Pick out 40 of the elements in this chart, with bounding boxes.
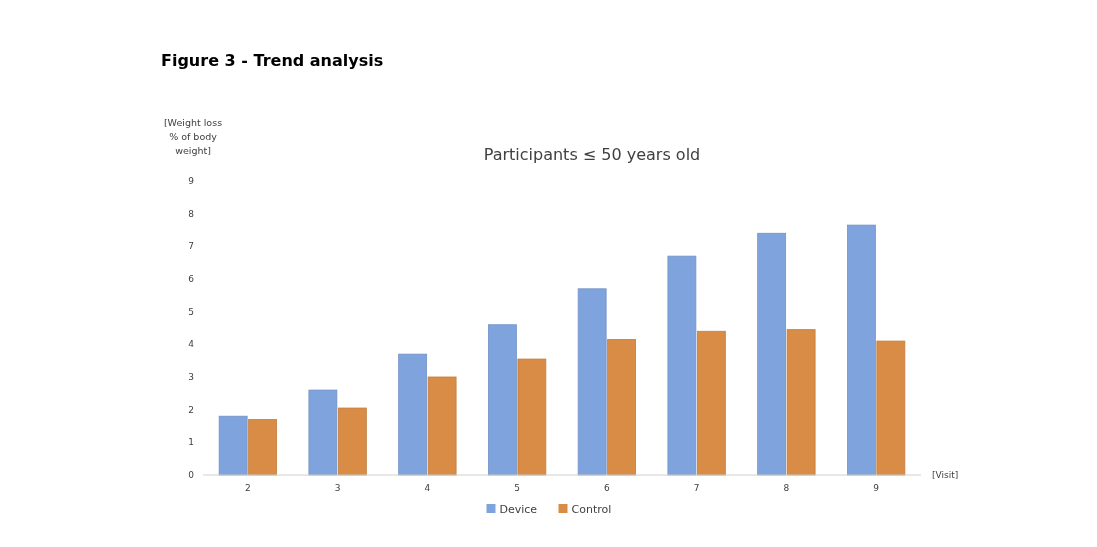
bar <box>248 419 277 476</box>
y-tick-label: 8 <box>188 208 195 219</box>
x-tick-label: 3 <box>334 483 341 493</box>
x-tick-label: 4 <box>424 483 431 493</box>
bar <box>757 232 787 476</box>
chart-subtitle: Participants ≤ 50 years old <box>483 145 701 164</box>
bar <box>847 224 876 476</box>
legend-label: Device <box>499 503 538 516</box>
y-tick-label: 2 <box>188 404 194 415</box>
x-tick-label: 7 <box>693 483 700 493</box>
x-tick-label: 5 <box>514 483 520 493</box>
bar <box>607 339 636 476</box>
bar <box>696 330 726 476</box>
x-axis-title: [Visit] <box>932 470 959 480</box>
x-tick-label: 2 <box>245 483 251 493</box>
x-tick-label: 6 <box>604 483 611 493</box>
bar <box>667 255 697 476</box>
bar <box>786 329 816 476</box>
bar <box>488 324 517 476</box>
y-tick-label: 5 <box>188 306 194 317</box>
bar <box>876 340 906 476</box>
y-tick-label: 1 <box>188 437 194 448</box>
y-tick-label: 0 <box>188 470 195 481</box>
legend-label: Control <box>571 503 612 516</box>
x-tick-label: 9 <box>873 483 880 493</box>
y-tick-label: 7 <box>188 241 194 252</box>
bar <box>517 358 547 476</box>
y-tick-label: 9 <box>188 176 195 187</box>
bar <box>398 353 428 476</box>
y-tick-label: 6 <box>188 274 195 285</box>
bar <box>308 389 338 476</box>
bar <box>337 407 367 476</box>
chart-title: Figure 3 - Trend analysis <box>161 51 384 70</box>
bar <box>427 376 457 476</box>
x-tick-label: 8 <box>783 483 790 493</box>
bar <box>577 288 607 476</box>
bar <box>218 415 248 476</box>
y-tick-label: 3 <box>188 372 194 383</box>
y-tick-label: 4 <box>188 339 195 350</box>
y-axis-title: [Weight loss % of body weight] <box>163 117 223 156</box>
